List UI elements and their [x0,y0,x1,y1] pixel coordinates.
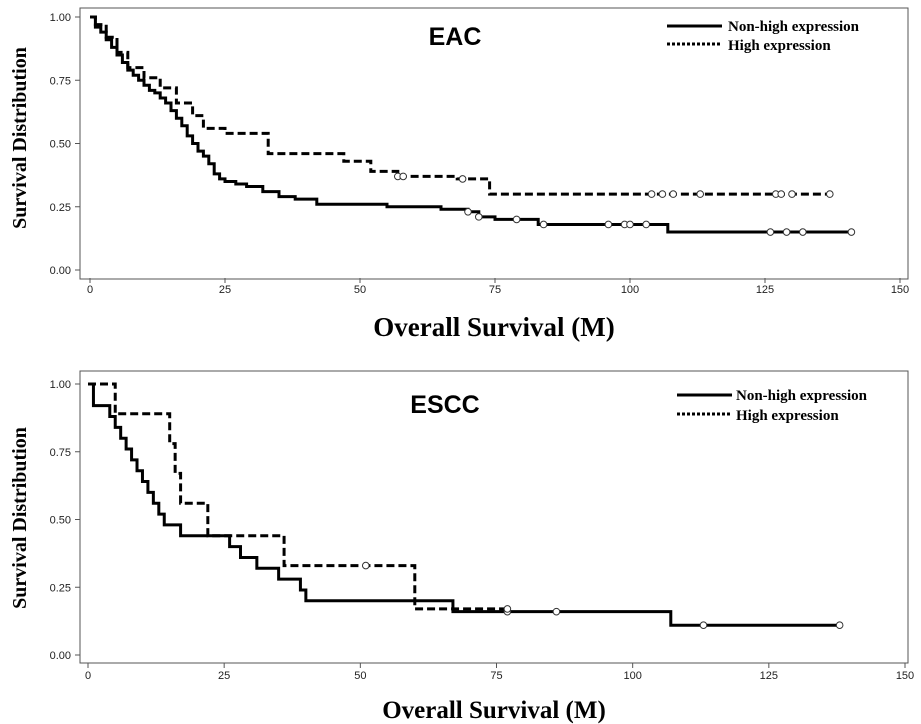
censor-mark [503,605,512,613]
x-tick-label: 50 [354,284,366,296]
x-ticks: 0 25 50 75 100 125 150 [87,278,909,296]
legend: Non-high expression High expression [667,19,860,54]
censor-mark [782,228,791,236]
x-tick-label: 150 [896,670,914,682]
y-tick-label: 0.75 [50,447,71,459]
censor-mark [604,220,613,229]
censor-mark [826,190,834,198]
y-tick-label: 0.50 [50,139,71,151]
censor-mark [458,175,467,183]
x-tick-label: 0 [87,284,93,296]
y-tick-label: 0.25 [50,582,71,594]
high-expression-curve [88,382,508,611]
chart-title: ESCC [410,391,479,419]
y-tick-label: 0.25 [50,202,71,214]
censor-mark [766,228,775,236]
censor-mark [699,621,708,629]
censor-mark [658,190,667,198]
censor-mark [799,228,807,236]
y-tick-label: 1.00 [50,12,71,24]
y-tick-label: 0.00 [50,650,71,662]
chart-title: EAC [429,23,482,51]
escc-panel: ESCC Non-high expression High expression… [9,370,914,724]
censor-mark [539,220,548,229]
y-ticks: 0.00 0.25 0.50 0.75 1.00 [50,379,80,662]
legend-label-non-high: Non-high expression [728,19,860,35]
censor-mark [464,208,472,216]
x-tick-label: 25 [218,670,230,682]
high-expression-curve [90,15,830,196]
y-tick-label: 0.00 [50,265,71,277]
censor-mark [777,190,786,198]
censor-mark [361,561,370,570]
x-tick-label: 25 [219,284,231,296]
censor-mark [669,190,678,198]
series-group [90,15,856,236]
x-tick-label: 150 [891,284,909,296]
censor-mark [788,190,796,198]
x-tick-label: 75 [489,284,501,296]
censor-mark [626,220,634,229]
non-high-expression-curve [88,382,840,627]
censor-mark [647,190,656,198]
x-ticks: 0 25 50 75 100 125 150 [85,663,914,682]
y-tick-label: 0.75 [50,75,71,87]
series-group [88,382,844,629]
y-ticks: 0.00 0.25 0.50 0.75 1.00 [50,12,80,277]
x-axis-title: Overall Survival (M) [373,312,614,342]
censor-mark [399,172,408,181]
legend-label-non-high: Non-high expression [736,388,868,404]
x-tick-label: 125 [760,670,778,682]
legend-label-high: High expression [728,38,831,54]
legend-label-high: High expression [736,408,839,424]
y-axis-title: Survival Distribution [9,47,31,229]
censor-mark [835,621,844,629]
y-tick-label: 1.00 [50,379,71,391]
x-tick-label: 0 [85,670,91,682]
x-tick-label: 100 [623,670,641,682]
x-axis-title: Overall Survival (M) [382,697,606,724]
y-axis-title: Survival Distribution [9,427,31,609]
y-tick-label: 0.50 [50,515,71,527]
censor-mark [512,215,521,224]
x-tick-label: 125 [756,284,774,296]
x-tick-label: 75 [490,670,502,682]
censor-mark [475,213,483,221]
censor-mark [696,190,705,198]
eac-panel: EAC Non-high expression High expression … [9,7,909,342]
censor-mark [642,220,651,229]
censor-mark [552,607,561,616]
legend: Non-high expression High expression [677,388,868,424]
censor-mark [847,228,856,236]
plot-frame [79,370,909,664]
x-tick-label: 100 [621,284,639,296]
x-tick-label: 50 [354,670,366,682]
